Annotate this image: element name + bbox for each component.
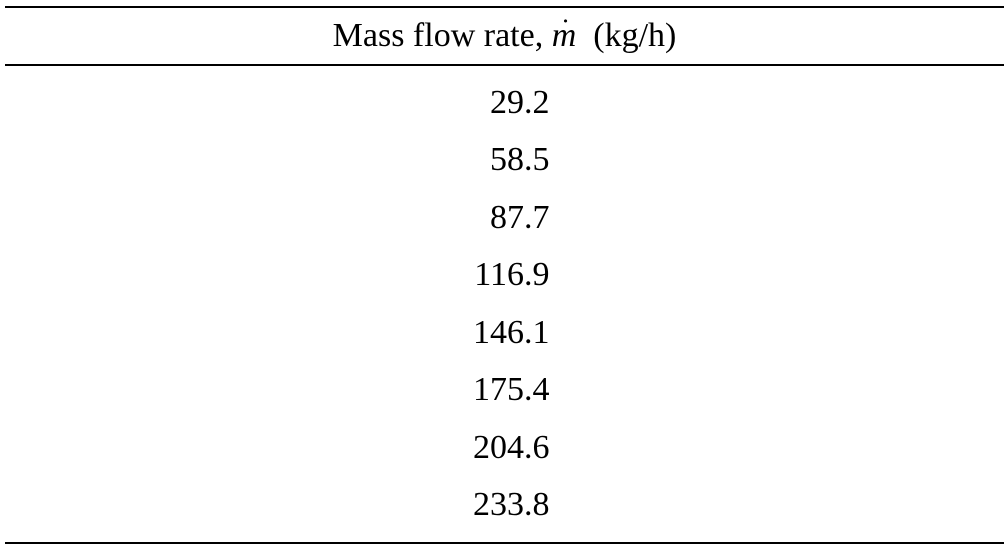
table-cell: 87.7: [490, 198, 550, 236]
mass-flow-table: Mass flow rate, m ˙ (kg/h) 29.2 58.5 87.7…: [5, 6, 1004, 544]
table-cell: 29.2: [490, 83, 550, 121]
table-cell: 116.9: [474, 256, 550, 294]
symbol-letter: m: [551, 17, 577, 54]
top-rule: [5, 6, 1004, 8]
table-cell: 58.5: [490, 141, 550, 179]
table-body: 29.2 58.5 87.7 116.9 146.1 175.4 204.6 2…: [5, 66, 1004, 542]
column-header: Mass flow rate, m ˙ (kg/h): [5, 8, 1004, 64]
table-cell: 175.4: [473, 371, 550, 409]
table-cell: 233.8: [473, 486, 550, 524]
header-unit: (kg/h): [576, 17, 677, 54]
symbol-dot-accent: ˙: [560, 13, 571, 46]
table-row: 146.1: [5, 304, 1004, 362]
table-row: 116.9: [5, 247, 1004, 305]
table-row: 29.2: [5, 74, 1004, 132]
table-cell: 204.6: [473, 428, 550, 466]
table-row: 204.6: [5, 419, 1004, 477]
header-rule: [5, 64, 1004, 66]
table-row: 87.7: [5, 189, 1004, 247]
mass-flow-symbol: m ˙: [551, 13, 577, 55]
header-label: Mass flow rate,: [332, 17, 552, 54]
table-row: 233.8: [5, 477, 1004, 535]
table-row: 175.4: [5, 362, 1004, 420]
table-row: 58.5: [5, 132, 1004, 190]
table-cell: 146.1: [473, 313, 550, 351]
